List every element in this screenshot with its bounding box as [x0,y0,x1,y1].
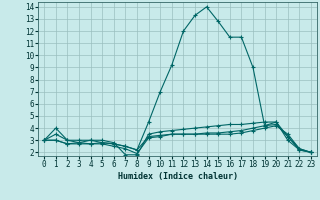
X-axis label: Humidex (Indice chaleur): Humidex (Indice chaleur) [118,172,238,181]
